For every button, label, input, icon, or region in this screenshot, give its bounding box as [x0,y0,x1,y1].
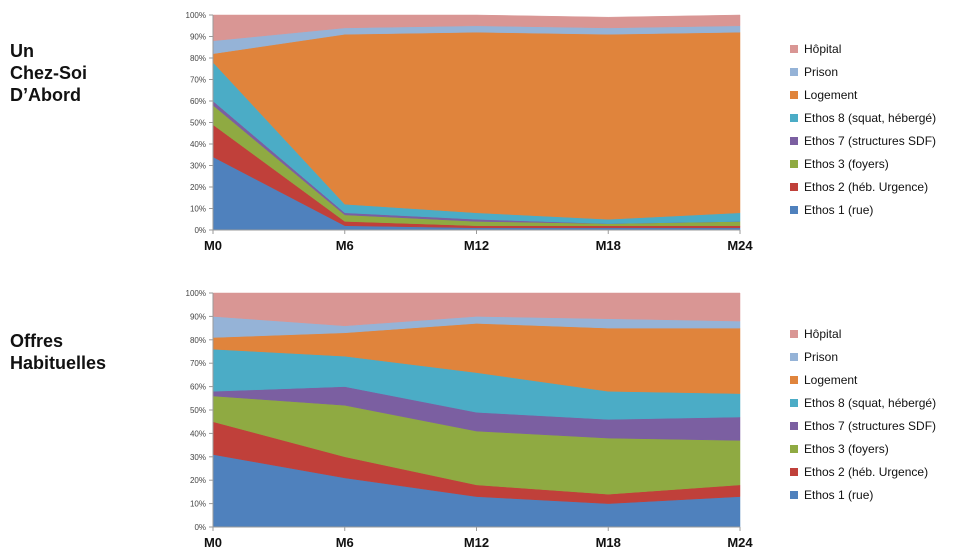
x-tick-label: M0 [204,238,222,253]
legend-label: Ethos 7 (structures SDF) [804,419,936,433]
area-layers [212,292,741,528]
legend-label: Ethos 1 (rue) [804,488,873,502]
area-series-8 [212,292,741,327]
legend-swatch [790,114,798,122]
legend-swatch [790,137,798,145]
y-tick-label: 50% [190,406,206,415]
x-tick-label: M6 [336,535,354,550]
x-tick-label: M18 [596,535,621,550]
x-tick-label: M18 [596,238,621,253]
area-series-8 [212,14,741,42]
legend-label: Logement [804,373,858,387]
y-tick-label: 100% [186,289,206,298]
y-tick-label: 100% [186,11,206,20]
legend-label: Ethos 3 (foyers) [804,157,889,171]
legend-label: Ethos 3 (foyers) [804,442,889,456]
legend-label: Ethos 2 (héb. Urgence) [804,465,928,479]
y-tick-label: 30% [190,162,206,171]
x-tick-label: M24 [727,535,753,550]
chart-2-group-label: Offres Habituelles [10,331,107,373]
legend-swatch [790,468,798,476]
legend-label: Ethos 8 (squat, hébergé) [804,396,936,410]
legend-swatch [790,91,798,99]
chart-1-group-label: Un Chez-Soi D’Abord [10,41,88,105]
legend-swatch [790,445,798,453]
y-tick-label: 10% [190,205,206,214]
legend-swatch [790,353,798,361]
x-tick-label: M12 [464,535,489,550]
legend-swatch [790,183,798,191]
legend-label: Prison [804,65,838,79]
legend-label: Ethos 1 (rue) [804,203,873,217]
legend-label: Prison [804,350,838,364]
y-tick-label: 60% [190,383,206,392]
legend-label: Logement [804,88,858,102]
y-tick-label: 70% [190,76,206,85]
legend-label: Hôpital [804,327,841,341]
x-tick-label: M12 [464,238,489,253]
legend-swatch [790,160,798,168]
legend-swatch [790,45,798,53]
legend-swatch [790,206,798,214]
x-tick-label: M24 [727,238,753,253]
area-layers [212,14,741,231]
x-tick-label: M0 [204,535,222,550]
chart-2: 0% 10% 20% 30% 40% 50% 60% 70% 80% 90% 100% M0 M6 M12… [186,289,937,550]
y-tick-label: 0% [194,523,206,532]
y-tick-label: 40% [190,140,206,149]
legend-label: Ethos 8 (squat, hébergé) [804,111,936,125]
y-tick-label: 50% [190,119,206,128]
legend-label: Hôpital [804,42,841,56]
y-tick-label: 90% [190,312,206,321]
legend-swatch [790,422,798,430]
y-tick-label: 80% [190,54,206,63]
y-tick-label: 70% [190,359,206,368]
legend-swatch [790,491,798,499]
x-tick-label: M6 [336,238,354,253]
y-tick-label: 40% [190,429,206,438]
y-tick-label: 20% [190,476,206,485]
legend: Hôpital Prison Logement Ethos 8 (squat, héb… [790,327,936,502]
y-tick-label: 20% [190,183,206,192]
legend-label: Ethos 7 (structures SDF) [804,134,936,148]
y-tick-label: 80% [190,336,206,345]
chart-1: 0% 10% 20% 30% 40% 50% 60% 70% 80% 90% 100% M0 M6 M12… [186,11,937,253]
y-tick-label: 90% [190,33,206,42]
legend-swatch [790,399,798,407]
legend-swatch [790,376,798,384]
legend-label: Ethos 2 (héb. Urgence) [804,180,928,194]
legend-swatch [790,330,798,338]
y-tick-label: 60% [190,97,206,106]
y-tick-label: 30% [190,453,206,462]
y-tick-label: 0% [194,226,206,235]
y-tick-label: 10% [190,500,206,509]
legend-swatch [790,68,798,76]
legend: Hôpital Prison Logement Ethos 8 (squat, héb… [790,42,936,217]
